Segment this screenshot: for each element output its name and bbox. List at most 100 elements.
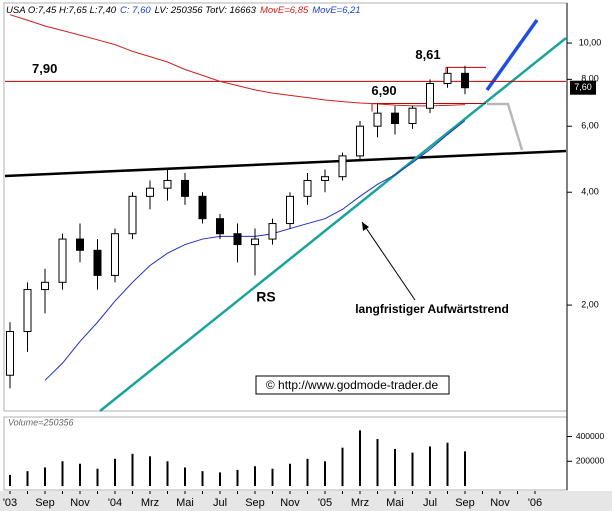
candle-body (356, 125, 364, 157)
x-tick-label: Mai (386, 497, 404, 509)
x-tick-label: Jul (213, 497, 227, 509)
x-tick-label: '03 (3, 497, 17, 509)
projection-line (485, 18, 539, 92)
volume-bar (411, 452, 414, 486)
volume-bar (376, 439, 379, 486)
x-tick-label: Nov (490, 497, 510, 509)
annotation: RS (256, 289, 275, 305)
volume-bar (96, 468, 99, 486)
level-label: 7,90 (32, 61, 57, 76)
x-tick-label: Nov (280, 497, 300, 509)
y-tick-label: 6,00 (581, 121, 599, 131)
x-tick-label: '05 (318, 497, 332, 509)
volume-tick-label: 400000 (576, 431, 605, 441)
annotation-arrow (361, 221, 416, 301)
resistance-line (4, 149, 567, 178)
candle-body (408, 107, 417, 125)
x-axis-strip (0, 491, 612, 511)
candle-body (461, 72, 469, 89)
header-part: USA O:7,45 H:7,65 L:7,40 (6, 5, 117, 16)
header-part: LV: 250356 TotV: 16663 (155, 5, 257, 16)
candle-body (76, 238, 84, 251)
volume-bar (44, 467, 46, 486)
candle-body (338, 155, 347, 178)
candle-body (391, 112, 399, 125)
volume-bar (79, 463, 81, 486)
volume-bar (464, 451, 466, 486)
volume-tick-label: 200000 (576, 456, 605, 466)
volume-bar (149, 456, 151, 486)
copyright: © http://www.godmode-trader.de (266, 378, 439, 392)
candle-body (181, 179, 189, 197)
candle-body (303, 179, 312, 197)
volume-bar (26, 471, 29, 486)
candle-body (146, 187, 154, 197)
y-tick-label: 8,00 (581, 74, 599, 84)
candle-body (286, 195, 294, 225)
x-tick-label: Sep (455, 497, 475, 509)
candle-body (426, 82, 434, 109)
candle-body (41, 281, 49, 291)
header-part: MovE=6,21 (312, 5, 360, 16)
x-tick-label: Mrz (351, 497, 369, 509)
candle-body (23, 289, 32, 333)
arrow-head (362, 222, 369, 231)
x-tick-label: Sep (35, 497, 55, 509)
volume-bar (236, 469, 239, 486)
candle-body (198, 195, 207, 220)
y-tick-label: 10,00 (579, 37, 602, 47)
candle-body (163, 179, 172, 189)
x-tick-label: Mrz (141, 497, 159, 509)
volume-bar (429, 446, 431, 486)
volume-bar (289, 463, 291, 486)
candle-body (128, 195, 137, 235)
candle-body (233, 233, 242, 246)
last-price-label: 7,60 (574, 82, 592, 92)
x-tick-label: Nov (70, 497, 90, 509)
last-price-box (570, 80, 596, 95)
candle-body (321, 176, 329, 181)
volume-bar (341, 447, 344, 486)
volume-bar (131, 453, 134, 486)
header-part: C: 7,60 (120, 5, 151, 16)
volume-title: Volume=250356 (8, 417, 73, 427)
volume-bar (254, 466, 256, 486)
volume-bar (219, 472, 221, 486)
uptrend-line (99, 37, 567, 412)
candle-body (216, 218, 224, 235)
volume-bar (201, 471, 204, 486)
candle-body (268, 223, 277, 240)
x-tick-label: Mai (176, 497, 194, 509)
candle-body (443, 72, 452, 84)
candle-body (58, 238, 67, 283)
candle-body (251, 238, 259, 246)
volume-bar (166, 461, 169, 486)
x-tick-label: Jul (423, 497, 437, 509)
volume-bar (9, 474, 11, 486)
volume-bar (394, 448, 396, 486)
volume-bar (306, 458, 309, 486)
volume-bar (114, 458, 116, 486)
x-tick-label: Sep (245, 497, 265, 509)
volume-bar (446, 442, 449, 486)
volume-bar (359, 430, 361, 486)
moving-average (9, 14, 466, 107)
candle-body (6, 331, 14, 376)
y-tick-label: 2,00 (581, 299, 599, 309)
x-tick-label: '04 (108, 497, 122, 509)
candle-body (373, 112, 382, 127)
volume-bar (61, 461, 64, 486)
level-label: 8,61 (415, 47, 440, 62)
candle-body (111, 233, 119, 276)
level-label: 6,90 (371, 83, 396, 98)
y-tick-label: 4,00 (581, 187, 599, 197)
header-part: MovE=6,85 (260, 5, 309, 16)
candle-body (93, 249, 102, 276)
x-tick-label: '06 (528, 497, 542, 509)
header-text: USA O:7,45 H:7,65 L:7,40 C: 7,60 LV: 25035… (6, 5, 361, 16)
copyright-box (255, 375, 450, 395)
annotation: langfristiger Aufwärtstrend (355, 302, 509, 316)
volume-bar (184, 467, 186, 486)
